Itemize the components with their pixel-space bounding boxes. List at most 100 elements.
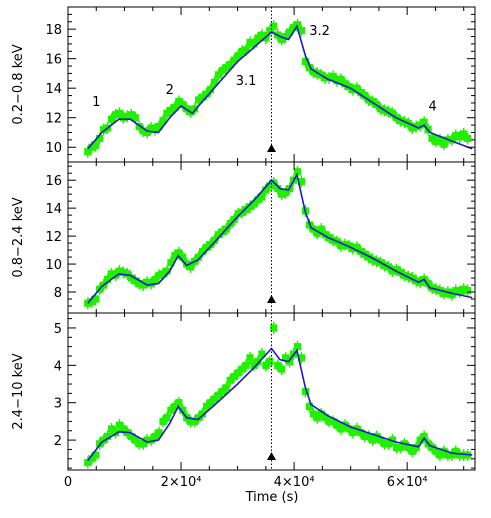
annotation-label: 3.2 [309,24,330,39]
data-point [432,447,440,455]
data-points [84,321,472,469]
data-point [155,429,163,437]
model-curve [87,24,473,150]
data-point [179,253,187,261]
data-point [194,96,203,104]
data-point [167,106,175,114]
data-point [175,249,183,257]
data-point [175,399,183,407]
x-tick-label: 6×10⁴ [387,475,428,490]
data-point [194,253,203,261]
data-point [155,122,163,131]
annotation-label: 2 [166,83,174,98]
data-point [289,24,298,32]
data-point [88,455,96,463]
y-tick-label: 8 [54,286,62,301]
data-point [230,56,238,64]
data-point [282,354,290,362]
data-point [246,38,254,47]
data-point [361,91,369,100]
data-point [131,436,139,444]
data-point [404,443,412,452]
data-point [179,100,187,109]
data-point [369,97,377,106]
y-axis-label: 2.4−10 keV [11,353,26,429]
data-point [111,271,120,279]
annotation-label: 4 [428,99,436,114]
data-point [202,402,211,411]
data-point [187,417,195,426]
data-point [171,103,179,111]
data-point [325,74,333,82]
y-tick-label: 16 [45,174,62,189]
data-point [333,77,341,85]
data-point [151,432,159,440]
data-point [131,277,139,285]
data-point [155,271,163,279]
data-point [143,278,151,286]
data-point [452,447,460,455]
data-point [198,93,207,101]
data-point [218,66,226,75]
y-tick-label: 2 [54,434,62,449]
data-point [396,117,404,125]
data-point [242,361,250,369]
data-point [194,414,203,422]
data-point [297,177,306,186]
data-point [258,193,266,201]
data-point [147,280,155,288]
data-point [266,357,274,366]
data-point [258,31,266,39]
data-point [115,267,124,275]
data-point [321,231,329,239]
data-point [376,436,385,444]
data-point [218,228,226,236]
data-point [369,436,377,444]
data-point [464,287,472,295]
data-point [214,71,222,79]
panel-frame [67,312,476,471]
data-point [262,186,270,194]
data-point [317,225,325,233]
data-point [357,89,365,97]
data-point [274,361,282,369]
data-point [151,275,159,284]
data-point [202,90,211,98]
data-point [357,429,365,437]
data-point [131,114,139,122]
data-point [309,68,317,76]
data-point [103,432,112,440]
data-point [139,127,147,135]
data-point [230,372,238,381]
data-point [84,299,92,307]
data-point [456,451,464,459]
data-point [171,402,179,411]
data-point [222,63,230,72]
data-point [285,357,294,366]
data-point [175,97,183,106]
data-point [250,200,258,208]
data-point [92,142,100,150]
data-point [325,417,333,426]
data-point [408,447,416,455]
data-point [250,40,258,48]
data-point [135,122,143,131]
data-point [266,27,274,35]
data-point [317,410,325,418]
data-point [440,289,448,298]
triangle-marker [267,144,276,152]
data-point [206,240,215,249]
data-point [84,148,92,156]
y-axis-label: 0.8−2.4 keV [11,197,26,277]
data-point [341,80,349,88]
data-point [92,295,100,303]
annotation-label: 3.1 [236,74,257,89]
data-point [183,260,191,268]
data-point [305,402,313,411]
data-point [119,425,127,433]
data-point [159,117,167,125]
data-point [88,143,96,151]
data-point [159,417,167,426]
data-point [238,47,246,55]
data-point [218,387,226,396]
